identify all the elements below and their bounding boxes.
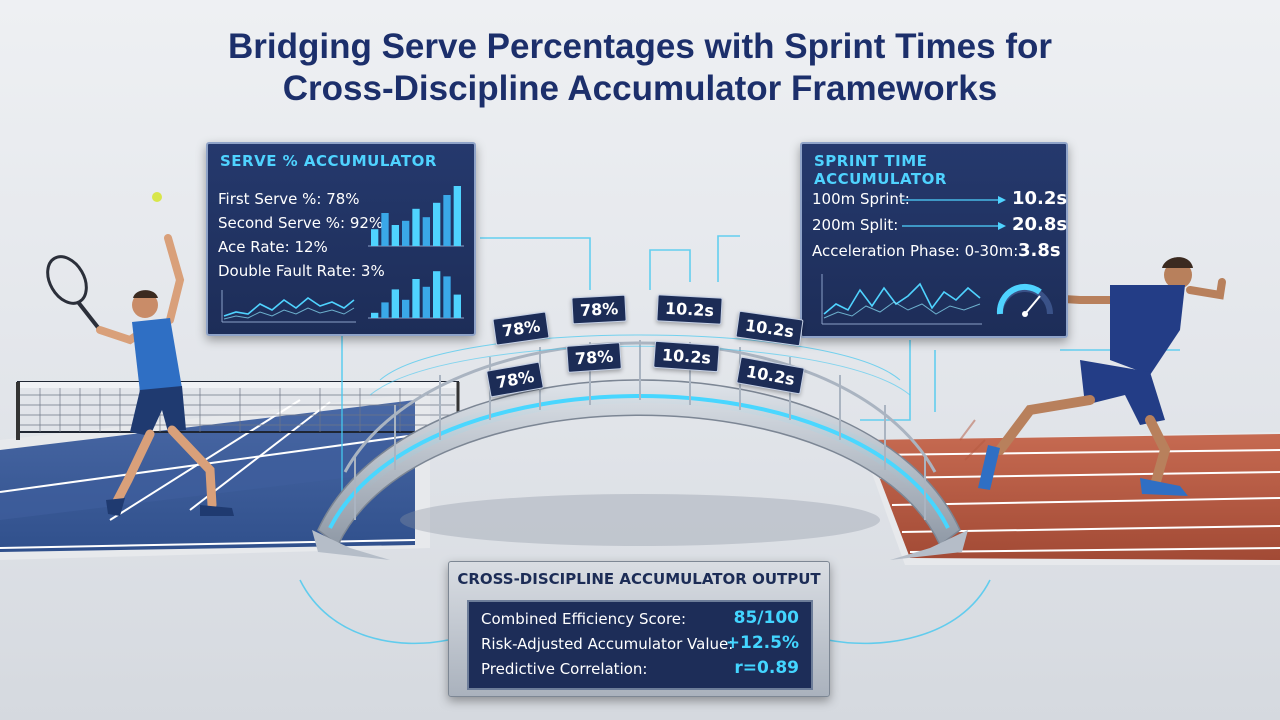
serve-top-bar xyxy=(381,213,389,246)
serve-bottom-bar xyxy=(402,299,410,318)
serve-stat-second: Second Serve %: 92% xyxy=(218,214,384,232)
serve-bar-chart-bottom xyxy=(368,271,464,319)
serve-accumulator-panel: SERVE % ACCUMULATOR First Serve %: 78% S… xyxy=(206,142,476,336)
serve-panel-title: SERVE % ACCUMULATOR xyxy=(220,152,437,170)
bridge-tag-sprint-1: 10.2s xyxy=(656,294,723,325)
output-value-efficiency: 85/100 xyxy=(733,608,799,628)
serve-bottom-bar xyxy=(433,271,441,318)
serve-top-bar xyxy=(391,225,399,246)
sprint-stat-200m-value: 20.8s xyxy=(1012,214,1068,235)
bridge xyxy=(312,334,968,560)
serve-trend-chart xyxy=(221,290,356,323)
sprint-stat-100m-value: 10.2s xyxy=(1012,188,1068,209)
serve-stat-double-fault: Double Fault Rate: 3% xyxy=(218,262,385,280)
page-title-line-2: Cross-Discipline Accumulator Frameworks xyxy=(282,69,998,108)
bridge-tag-serve-4: 78% xyxy=(566,342,623,373)
serve-bottom-bar xyxy=(453,294,461,318)
sprint-trend-chart xyxy=(821,274,982,325)
serve-top-bar xyxy=(422,217,430,246)
sprint-accumulator-panel: SPRINT TIME ACCUMULATOR 100m Sprint: 10.… xyxy=(800,142,1068,338)
serve-top-bar xyxy=(443,195,451,246)
output-value-correlation: r=0.89 xyxy=(734,658,799,678)
serve-bottom-bar xyxy=(381,302,389,318)
serve-stat-first: First Serve %: 78% xyxy=(218,190,360,208)
bridge-tag-serve-2: 78% xyxy=(571,294,627,325)
output-label-correlation: Predictive Correlation: xyxy=(481,660,648,678)
serve-bottom-bar xyxy=(422,286,430,318)
page-title-line-1: Bridging Serve Percentages with Sprint T… xyxy=(227,27,1052,66)
sprint-panel-title: SPRINT TIME ACCUMULATOR xyxy=(814,152,947,188)
serve-top-bar xyxy=(433,202,441,246)
sprint-stat-accel-value: 3.8s xyxy=(1018,240,1061,261)
output-panel-title: CROSS-DISCIPLINE ACCUMULATOR OUTPUT xyxy=(457,570,821,588)
tennis-player xyxy=(46,192,234,516)
serve-bottom-bar xyxy=(391,289,399,318)
sprint-stat-100m-label: 100m Sprint: xyxy=(812,190,910,208)
output-label-efficiency: Combined Efficiency Score: xyxy=(481,610,687,628)
sprint-stat-accel-label: Acceleration Phase: 0-30m: xyxy=(812,242,1019,260)
serve-top-bar xyxy=(402,220,410,246)
output-panel-body: Combined Efficiency Score: 85/100 Risk-A… xyxy=(467,600,813,690)
accumulator-output-panel: CROSS-DISCIPLINE ACCUMULATOR OUTPUT Comb… xyxy=(448,561,830,697)
tennis-net xyxy=(16,381,460,440)
serve-bottom-bar xyxy=(371,312,379,318)
speed-gauge-icon xyxy=(996,283,1053,317)
serve-top-bar xyxy=(371,229,379,246)
output-label-risk: Risk-Adjusted Accumulator Value: xyxy=(481,635,734,653)
output-value-risk: +12.5% xyxy=(725,633,799,653)
sprint-stat-200m-label: 200m Split: xyxy=(812,216,899,234)
serve-stat-ace: Ace Rate: 12% xyxy=(218,238,328,256)
serve-bottom-bar xyxy=(443,276,451,318)
serve-bar-chart-top xyxy=(368,186,464,247)
serve-top-bar xyxy=(412,208,420,246)
serve-top-bar xyxy=(453,186,461,246)
bridge-tag-sprint-3: 10.2s xyxy=(653,340,720,373)
sprinter xyxy=(959,257,1226,496)
serve-bottom-bar xyxy=(412,279,420,318)
sprint-arrows xyxy=(902,196,1006,230)
